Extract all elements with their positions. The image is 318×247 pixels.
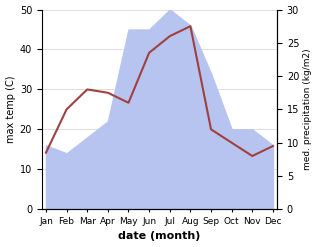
Y-axis label: max temp (C): max temp (C) bbox=[5, 76, 16, 143]
X-axis label: date (month): date (month) bbox=[118, 231, 201, 242]
Y-axis label: med. precipitation (kg/m2): med. precipitation (kg/m2) bbox=[303, 49, 313, 170]
